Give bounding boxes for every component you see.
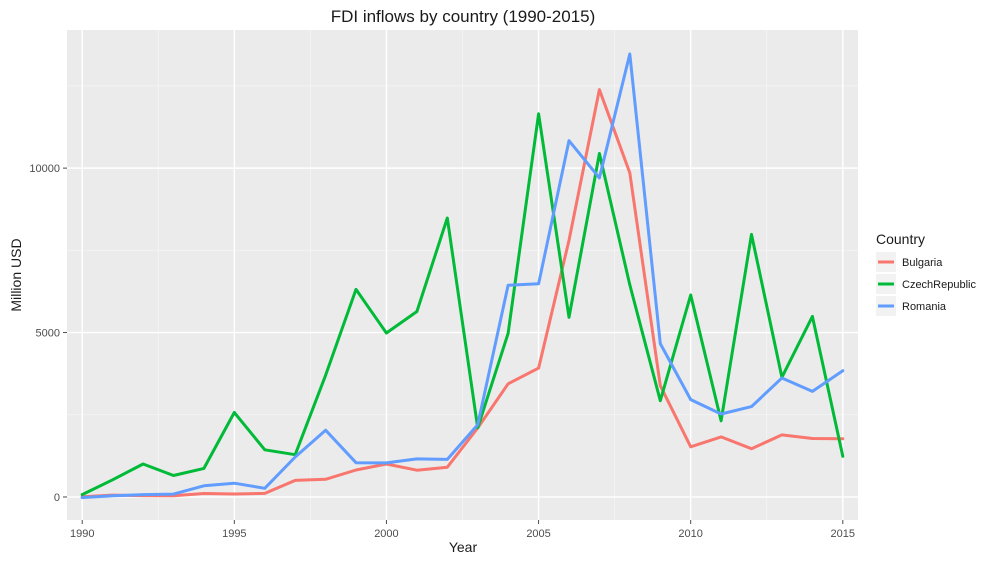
legend-label-romania: Romania (902, 301, 947, 313)
x-axis-ticks: 1990 1995 2000 2005 2010 2015 (70, 520, 855, 540)
x-tick-label: 2015 (831, 528, 855, 540)
chart-title: FDI inflows by country (1990-2015) (331, 7, 596, 26)
y-tick-label: 0 (54, 492, 60, 504)
legend: Country Bulgaria CzechRepublic Romania (876, 231, 976, 316)
x-tick-label: 2000 (374, 528, 398, 540)
legend-label-bulgaria: Bulgaria (902, 257, 943, 269)
series-line-czechrepublic (80, 112, 845, 497)
x-tick-label: 1995 (222, 528, 246, 540)
series-line-bulgaria (80, 88, 845, 499)
y-axis-ticks: 0 5000 10000 (29, 163, 67, 504)
y-tick-label: 10000 (29, 163, 60, 175)
y-tick-label: 5000 (36, 328, 60, 340)
legend-title: Country (876, 231, 925, 247)
x-tick-label: 1990 (70, 528, 94, 540)
x-tick-label: 2005 (526, 528, 550, 540)
major-gridlines (67, 30, 858, 520)
legend-items: Bulgaria CzechRepublic Romania (876, 252, 976, 316)
series-lines (80, 52, 845, 500)
legend-label-czechrepublic: CzechRepublic (902, 279, 976, 291)
x-axis-title: Year (449, 539, 478, 555)
y-axis-title: Million USD (8, 238, 24, 311)
series-line-romania (80, 52, 845, 500)
x-tick-label: 2010 (678, 528, 702, 540)
